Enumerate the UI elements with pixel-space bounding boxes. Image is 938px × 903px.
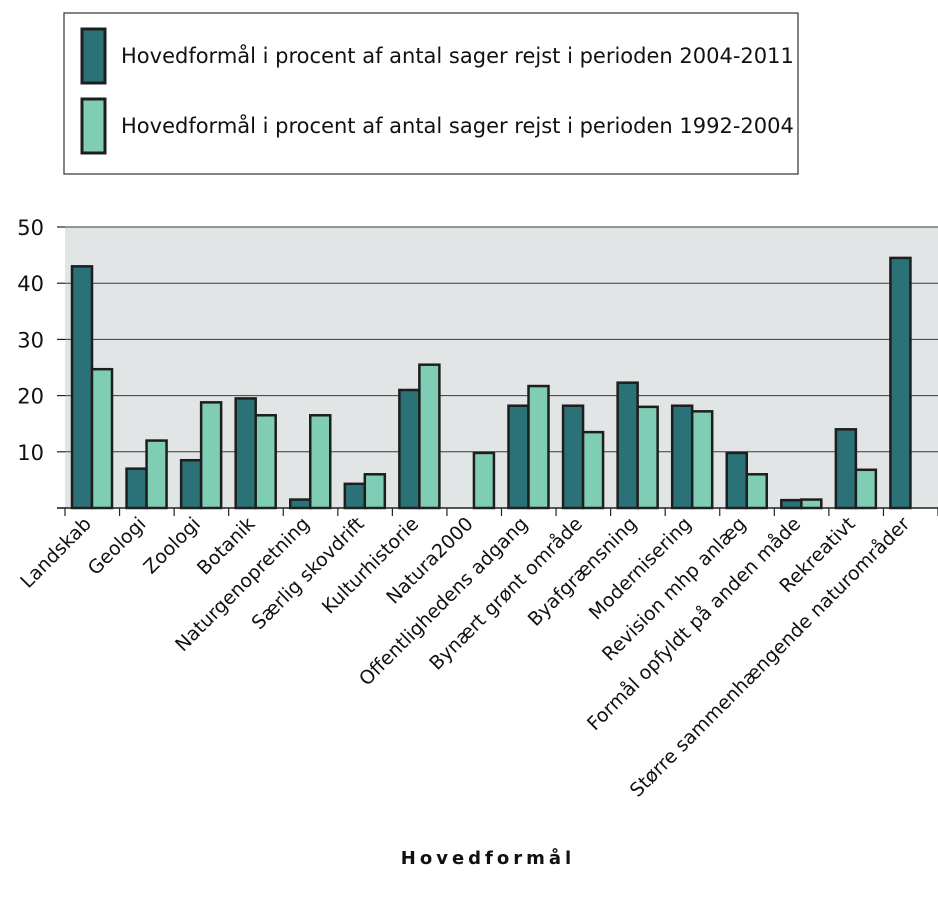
bar-s1-14 [780, 498, 803, 510]
legend-swatch-2 [80, 97, 107, 155]
bar-s2-2 [145, 439, 168, 510]
legend: Hovedformål i procent af antal sager rej… [63, 12, 799, 175]
bar-s1-9 [507, 404, 530, 510]
bar-s1-5 [289, 498, 312, 510]
bar-s2-5 [309, 414, 332, 510]
bar-s1-1 [70, 265, 94, 510]
bar-s1-3 [179, 458, 203, 510]
bar-s2-12 [690, 410, 714, 510]
legend-label-2: Hovedformål i procent af antal sager rej… [121, 113, 794, 138]
bar-s1-4 [234, 397, 257, 510]
bar-s2-7 [418, 363, 441, 510]
y-tick-label-10: 10 [17, 441, 44, 465]
y-tick-label-40: 40 [17, 272, 44, 296]
bar-s1-13 [725, 451, 748, 510]
bar-s2-14 [800, 498, 823, 510]
y-axis: 10 20 30 40 50 [17, 216, 65, 509]
bar-s1-16 [889, 256, 912, 510]
bar-s2-13 [745, 473, 768, 510]
x-tick-label-3: Zoologi [140, 513, 205, 578]
x-tick-label-2: Geologi [84, 513, 151, 580]
bar-s2-1 [90, 367, 114, 510]
bar-s1-12 [670, 404, 694, 510]
x-tick-label-7: Kulturhistorie [318, 513, 423, 618]
x-axis-title: Hovedformål [401, 847, 575, 869]
bar-s1-6 [343, 482, 367, 510]
bar-s2-6 [363, 473, 387, 510]
bar-s2-3 [199, 401, 223, 510]
bar-s1-11 [616, 381, 639, 510]
x-axis: LandskabGeologiZoologiBotanikNaturgenopr… [16, 508, 938, 802]
bar-s1-2 [125, 467, 148, 510]
bar-s2-15 [854, 468, 878, 510]
y-tick-label-20: 20 [17, 385, 44, 409]
y-tick-label-30: 30 [17, 328, 44, 352]
bar-s1-15 [834, 428, 858, 510]
legend-label-1: Hovedformål i procent af antal sager rej… [121, 43, 794, 68]
x-tick-label-1: Landskab [16, 513, 96, 593]
legend-swatch-1 [80, 27, 107, 85]
bar-s2-4 [254, 414, 277, 510]
bar-s2-9 [527, 384, 550, 510]
bar-s2-11 [636, 405, 659, 510]
y-tick-label-50: 50 [17, 216, 44, 240]
bar-s2-8 [472, 451, 496, 510]
bar-s1-7 [398, 388, 421, 510]
legend-box [63, 12, 799, 175]
bar-s1-10 [561, 404, 585, 510]
bar-s2-10 [581, 430, 605, 510]
